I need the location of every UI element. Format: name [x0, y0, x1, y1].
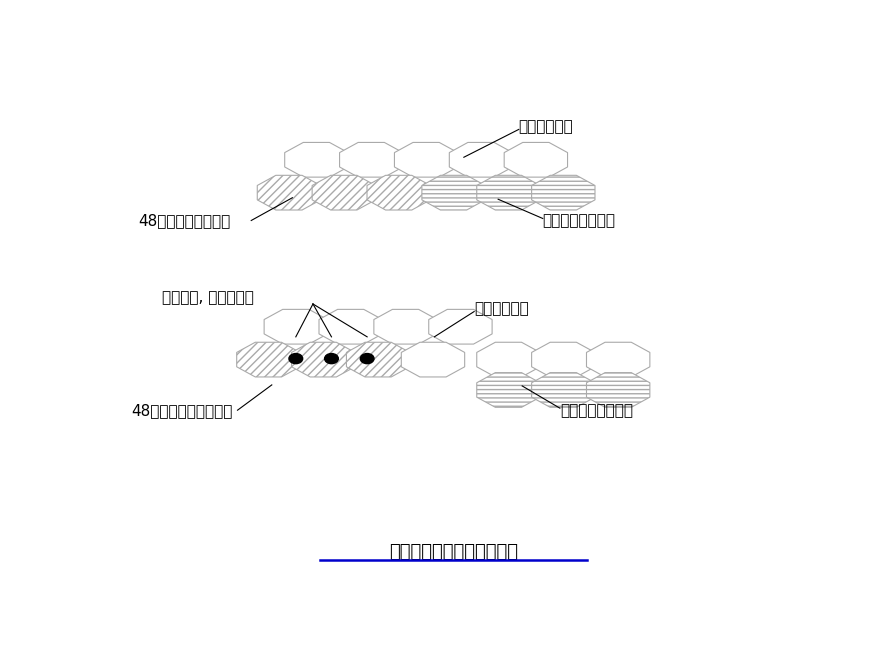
Polygon shape	[587, 342, 650, 377]
Polygon shape	[401, 342, 465, 377]
Text: 48小时后施工的搅拌桩: 48小时后施工的搅拌桩	[131, 403, 233, 418]
Circle shape	[289, 353, 303, 364]
Polygon shape	[477, 373, 540, 407]
Polygon shape	[504, 143, 567, 177]
Text: 新近施工的搅拌桩: 新近施工的搅拌桩	[543, 213, 616, 228]
Polygon shape	[285, 143, 348, 177]
Text: 48小时施工的搅拌桩: 48小时施工的搅拌桩	[138, 213, 230, 228]
Polygon shape	[367, 175, 430, 210]
Polygon shape	[395, 143, 458, 177]
Text: 新近施工的搅拌桩: 新近施工的搅拌桩	[560, 403, 633, 418]
Polygon shape	[319, 309, 382, 344]
Polygon shape	[264, 309, 327, 344]
Polygon shape	[477, 175, 540, 210]
Circle shape	[360, 353, 374, 364]
Polygon shape	[373, 309, 437, 344]
Polygon shape	[340, 143, 403, 177]
Polygon shape	[312, 175, 375, 210]
Circle shape	[325, 353, 338, 364]
Polygon shape	[532, 342, 595, 377]
Polygon shape	[422, 175, 485, 210]
Polygon shape	[532, 175, 595, 210]
Polygon shape	[477, 342, 540, 377]
Text: 冷缝三轴搅拌桩处理示意图: 冷缝三轴搅拌桩处理示意图	[389, 543, 518, 561]
Polygon shape	[236, 342, 300, 377]
Polygon shape	[587, 373, 650, 407]
Polygon shape	[450, 143, 512, 177]
Polygon shape	[291, 342, 355, 377]
Polygon shape	[532, 373, 595, 407]
Polygon shape	[346, 342, 410, 377]
Polygon shape	[258, 175, 320, 210]
Text: 高压旋喷, 深度同三轴: 高压旋喷, 深度同三轴	[162, 290, 254, 305]
Polygon shape	[428, 309, 492, 344]
Text: 补强的搅拌桩: 补强的搅拌桩	[474, 302, 529, 317]
Text: 补强的搅拌桩: 补强的搅拌桩	[519, 120, 573, 135]
